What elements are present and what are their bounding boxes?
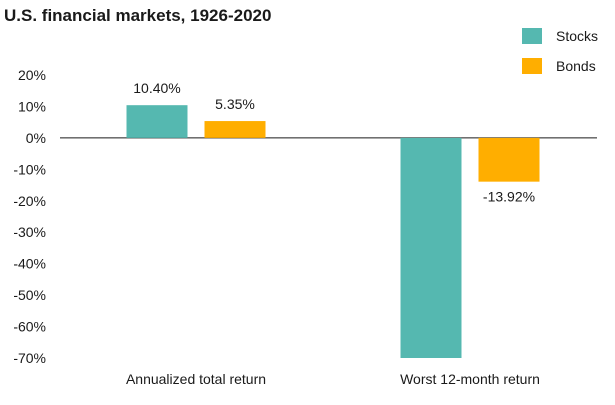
legend-label-bonds: Bonds xyxy=(556,58,596,74)
chart-title: U.S. financial markets, 1926-2020 xyxy=(4,6,271,25)
data-label: -13.92% xyxy=(483,189,535,205)
category-label: Annualized total return xyxy=(126,371,266,387)
data-label: 10.40% xyxy=(133,80,180,96)
y-tick-label: 0% xyxy=(26,130,46,146)
category-label: Worst 12-month return xyxy=(400,371,540,387)
legend-label-stocks: Stocks xyxy=(556,28,598,44)
y-axis-ticks: 20% 10% 0% -10% -20% -30% -40% -50% -60% -70% xyxy=(13,67,46,366)
legend-swatch-stocks xyxy=(522,28,542,44)
data-labels: 10.40% 5.35% -13.92% xyxy=(133,80,535,204)
legend: Stocks Bonds xyxy=(522,28,598,74)
bonds-bar xyxy=(478,137,540,182)
y-tick-label: 10% xyxy=(18,98,46,114)
y-tick-label: -10% xyxy=(13,161,46,177)
y-tick-label: -70% xyxy=(13,350,46,366)
bonds-bar xyxy=(204,121,266,138)
category-labels: Annualized total return Worst 12-month re… xyxy=(126,371,540,387)
stocks-bar xyxy=(126,105,188,138)
data-label: 5.35% xyxy=(215,96,255,112)
y-tick-label: -20% xyxy=(13,193,46,209)
legend-swatch-bonds xyxy=(522,58,542,74)
stocks-bar xyxy=(400,137,462,358)
y-tick-label: -50% xyxy=(13,287,46,303)
bars xyxy=(126,105,540,358)
y-tick-label: -40% xyxy=(13,256,46,272)
y-tick-label: -30% xyxy=(13,224,46,240)
y-tick-label: -60% xyxy=(13,319,46,335)
y-tick-label: 20% xyxy=(18,67,46,83)
